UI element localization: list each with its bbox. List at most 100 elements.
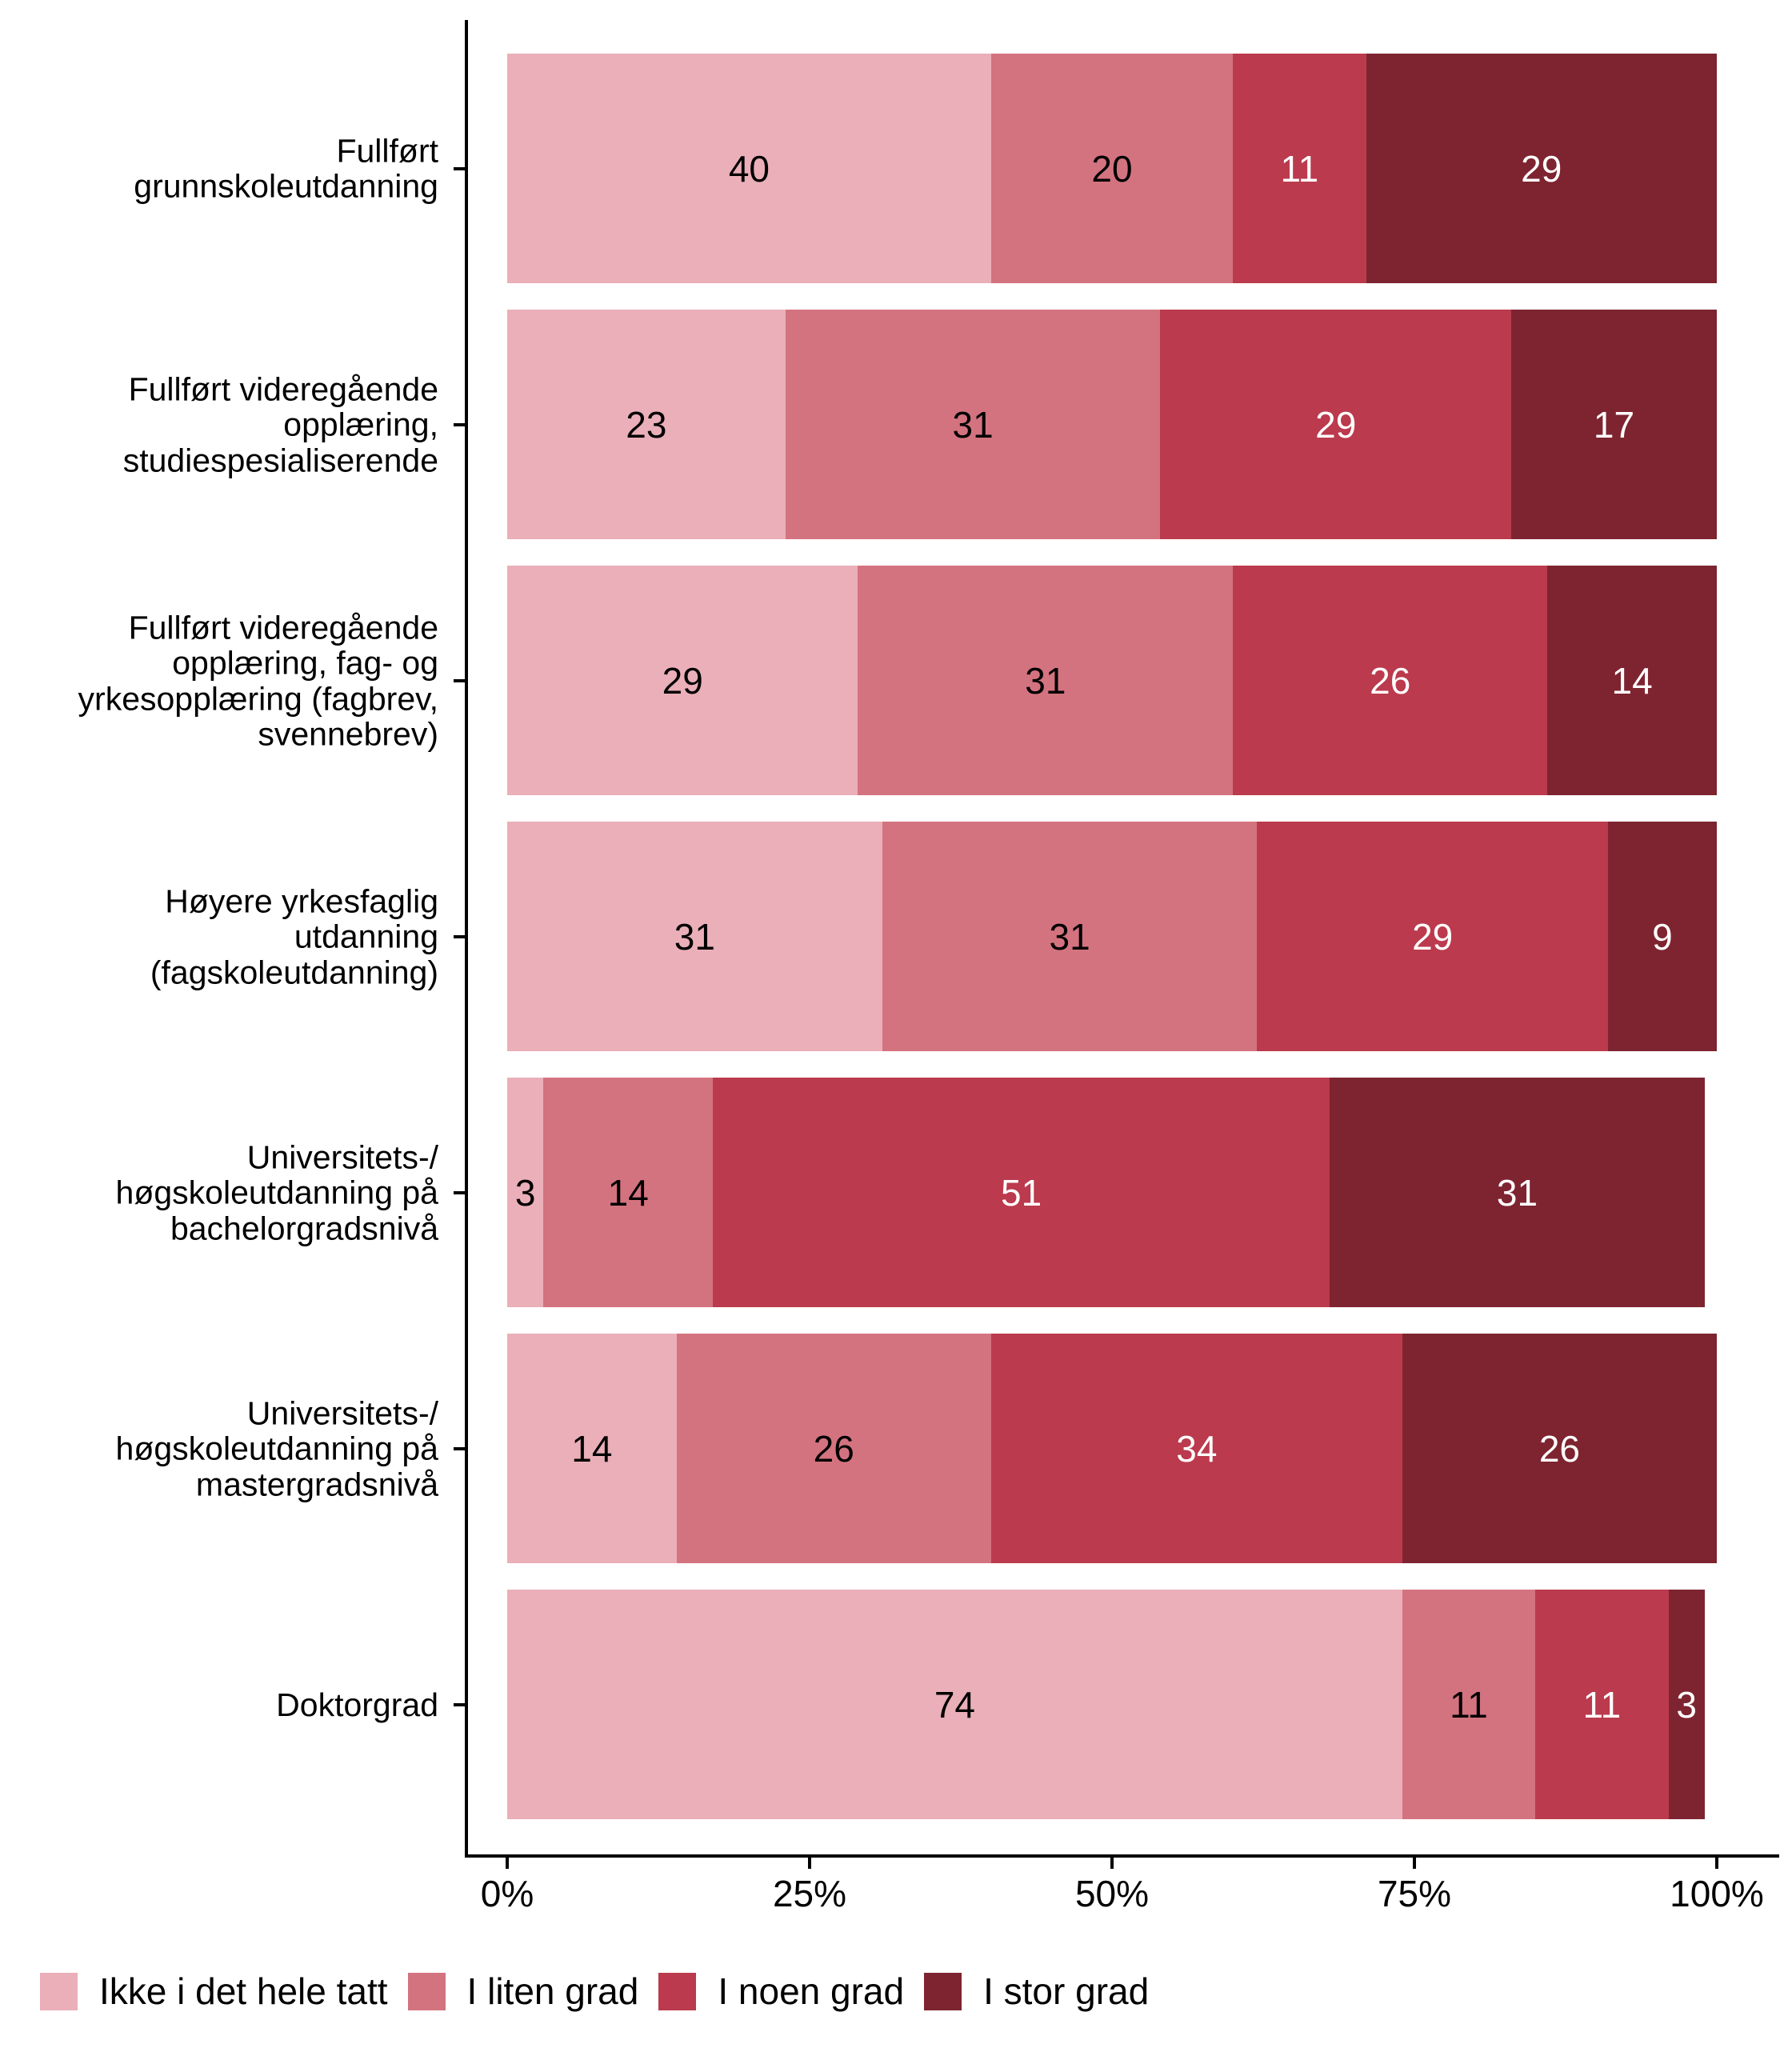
bar-segment-value: 9 [1652, 915, 1673, 958]
bar-segment-value: 29 [1315, 403, 1357, 446]
y-axis-tick [454, 167, 465, 170]
category-label: Fullført videregående opplæring, studies… [122, 370, 438, 479]
legend-label: I liten grad [466, 1970, 639, 2012]
x-axis-tick [1413, 1858, 1416, 1869]
legend-label: I noen grad [718, 1970, 905, 2012]
stacked-bar: 14 26 34 26 [507, 1334, 1717, 1563]
bar-segment-value: 3 [514, 1171, 536, 1214]
stacked-bar: 31 31 29 9 [507, 822, 1717, 1051]
stacked-bar: 74 11 11 3 [507, 1590, 1717, 1819]
legend-swatch [407, 1972, 446, 2010]
category-label: Fullført grunnskoleutdanning [134, 132, 438, 205]
bar-segment-value: 11 [1280, 147, 1319, 190]
bar-segment: 31 [1330, 1078, 1705, 1307]
x-axis-tick [1110, 1858, 1114, 1869]
bar-segment: 31 [785, 310, 1161, 539]
bar-segment-value: 74 [934, 1683, 976, 1726]
bar-segment-value: 11 [1582, 1683, 1622, 1726]
bar-segment: 14 [1547, 566, 1717, 795]
bar-segment: 14 [543, 1078, 714, 1307]
bar-segment: 26 [1402, 1334, 1717, 1563]
bar-row: Doktorgrad 74 11 11 3 [0, 1577, 1792, 1833]
y-axis-tick [454, 1191, 465, 1194]
y-axis-tick [454, 679, 465, 682]
bar-segment-value: 29 [662, 659, 703, 702]
y-axis-tick [454, 1703, 465, 1706]
bar-segment: 9 [1607, 822, 1717, 1051]
x-axis-line [465, 1854, 1779, 1858]
legend-item: I liten grad [407, 1970, 639, 2013]
category-label: Doktorgrad [276, 1686, 438, 1723]
x-axis-tick-label: 25% [772, 1873, 847, 1914]
y-axis-line [465, 20, 468, 1858]
legend-item: Ikke i det hele tatt [40, 1970, 388, 2013]
bar-segment-value: 14 [571, 1427, 613, 1470]
x-axis-tick-label: 100% [1670, 1873, 1764, 1914]
bar-segment: 51 [713, 1078, 1330, 1307]
bar-segment-value: 14 [1611, 659, 1653, 702]
bar-segment: 26 [1233, 566, 1548, 795]
bar-segment: 29 [1160, 310, 1511, 539]
bar-segment: 31 [507, 822, 882, 1051]
bar-segment: 29 [1257, 822, 1608, 1051]
bar-segment-value: 23 [626, 403, 667, 446]
bar-segment: 23 [507, 310, 786, 539]
bar-segment: 31 [858, 566, 1234, 795]
stacked-bar: 40 20 11 29 [507, 54, 1717, 283]
bar-segment-value: 26 [1538, 1427, 1580, 1470]
bar-row: Fullført videregående opplæring, fag- og… [0, 553, 1792, 809]
category-label: Universitets-/ høgskoleutdanning på mast… [115, 1394, 438, 1503]
bar-segment: 11 [1402, 1590, 1536, 1819]
y-axis-tick [454, 935, 465, 938]
bar-segment: 11 [1535, 1590, 1669, 1819]
bar-segment-value: 26 [1370, 659, 1411, 702]
legend-swatch [658, 1972, 697, 2010]
bar-rows: Fullført grunnskoleutdanning 40 20 11 29 Full… [0, 41, 1792, 1833]
bar-segment-value: 31 [674, 915, 715, 958]
category-label: Høyere yrkesfaglig utdanning (fagskoleut… [150, 882, 438, 991]
bar-segment: 3 [1668, 1590, 1705, 1819]
bar-segment: 14 [507, 1334, 677, 1563]
bar-segment-value: 31 [1496, 1171, 1538, 1214]
bar-segment: 3 [507, 1078, 544, 1307]
bar-segment-value: 3 [1676, 1683, 1697, 1726]
bar-row: Universitets-/ høgskoleutdanning på bach… [0, 1065, 1792, 1321]
x-axis-tick-label: 0% [480, 1873, 534, 1914]
bar-segment: 17 [1510, 310, 1717, 539]
bar-segment: 29 [507, 566, 858, 795]
category-label: Fullført videregående opplæring, fag- og… [78, 609, 438, 753]
bar-segment-value: 34 [1176, 1427, 1218, 1470]
bar-segment-value: 31 [1049, 915, 1090, 958]
bar-segment: 31 [882, 822, 1258, 1051]
legend-item: I noen grad [658, 1970, 904, 2013]
x-axis-tick-label: 75% [1377, 1873, 1452, 1914]
bar-segment: 74 [507, 1590, 1402, 1819]
bar-segment: 20 [990, 54, 1234, 283]
bar-segment-value: 26 [813, 1427, 854, 1470]
bar-row: Fullført videregående opplæring, studies… [0, 297, 1792, 553]
x-axis-tick [506, 1858, 509, 1869]
category-label: Universitets-/ høgskoleutdanning på bach… [115, 1138, 438, 1247]
bar-segment-value: 17 [1593, 403, 1635, 446]
bar-row: Høyere yrkesfaglig utdanning (fagskoleut… [0, 809, 1792, 1065]
bar-segment: 29 [1366, 54, 1717, 283]
bar-segment-value: 20 [1091, 147, 1133, 190]
x-axis-tick [808, 1858, 811, 1869]
bar-segment: 26 [676, 1334, 991, 1563]
bar-segment-value: 11 [1450, 1683, 1488, 1726]
legend-swatch [924, 1972, 962, 2010]
x-axis-tick [1715, 1858, 1718, 1869]
y-axis-tick [454, 1447, 465, 1450]
bar-row: Fullført grunnskoleutdanning 40 20 11 29 [0, 41, 1792, 297]
x-axis-tick-label: 50% [1074, 1873, 1150, 1914]
legend: Ikke i det hele tatt I liten grad I noen g… [40, 1970, 1149, 2013]
bar-segment-value: 14 [607, 1171, 649, 1214]
bar-segment-value: 31 [1025, 659, 1066, 702]
legend-swatch [40, 1972, 78, 2010]
bar-segment-value: 51 [1001, 1171, 1042, 1214]
y-axis-tick [454, 423, 465, 426]
stacked-bar: 23 31 29 17 [507, 310, 1717, 539]
bar-segment-value: 40 [728, 147, 770, 190]
bar-segment: 11 [1233, 54, 1366, 283]
